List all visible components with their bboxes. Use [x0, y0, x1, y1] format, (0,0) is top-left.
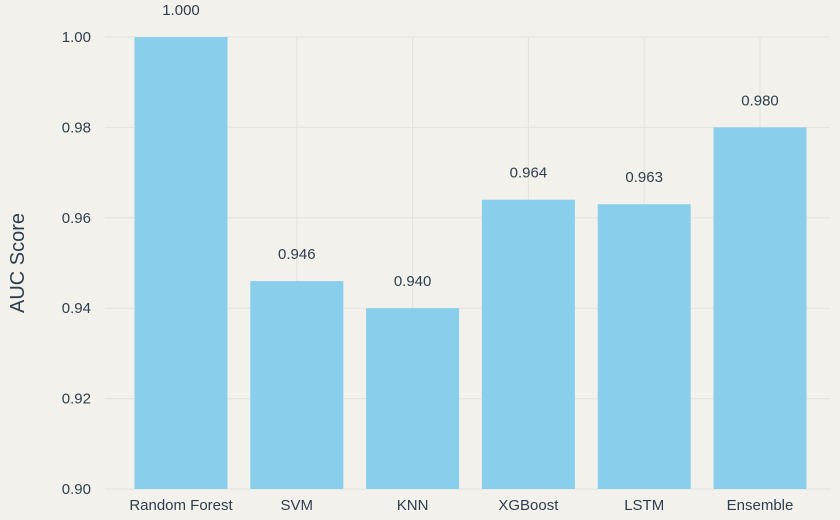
x-tick-label: LSTM: [624, 497, 664, 514]
y-tick-label: 0.92: [62, 391, 91, 408]
bar: [250, 281, 344, 489]
y-axis-ticks: 0.90 0.92 0.94 0.96 0.98 1.00: [62, 29, 91, 498]
bar-value-label: 1.000: [162, 2, 200, 19]
bar-value-label: 0.940: [394, 273, 432, 290]
x-tick-label: SVM: [281, 497, 314, 514]
bar: [481, 199, 575, 489]
bar: [366, 308, 460, 489]
x-tick-label: XGBoost: [498, 497, 559, 514]
y-tick-label: 1.00: [62, 29, 91, 46]
y-tick-label: 0.96: [62, 210, 91, 227]
bar: [597, 204, 691, 490]
value-labels: 1.000 0.946 0.940 0.964 0.963 0.980: [162, 2, 779, 290]
bar: [134, 37, 228, 489]
x-axis-ticks: Random Forest SVM KNN XGBoost LSTM Ensemble: [129, 497, 793, 514]
bar-value-label: 0.946: [278, 246, 316, 263]
y-tick-label: 0.90: [62, 481, 91, 498]
bar: [713, 127, 807, 490]
x-tick-label: Ensemble: [727, 497, 794, 514]
y-tick-label: 0.94: [62, 300, 91, 317]
bars: [134, 37, 807, 490]
bar-value-label: 0.963: [625, 169, 663, 186]
x-tick-label: KNN: [397, 497, 429, 514]
y-tick-label: 0.98: [62, 119, 91, 136]
x-tick-label: Random Forest: [129, 497, 233, 514]
bar-value-label: 0.980: [741, 92, 779, 109]
bar-value-label: 0.964: [510, 165, 548, 182]
y-axis-title: AUC Score: [7, 213, 29, 313]
